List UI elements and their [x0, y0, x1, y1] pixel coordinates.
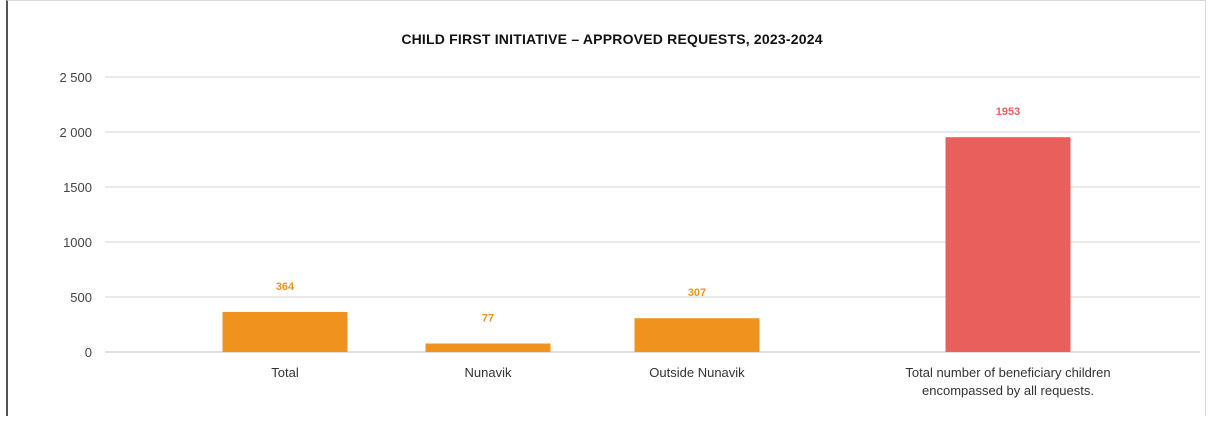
y-tick-label: 2 000 [59, 125, 92, 140]
y-axis-ticks: 0 500 1000 1500 2 000 2 500 [59, 70, 92, 360]
data-label: 307 [688, 287, 706, 299]
category-label: Total number of beneficiary children [905, 365, 1110, 380]
bar [425, 343, 551, 352]
y-tick-label: 500 [70, 290, 92, 305]
category-label: Total [271, 365, 299, 380]
bar [634, 318, 760, 352]
data-label: 77 [482, 313, 494, 325]
bar [222, 311, 348, 352]
data-label: 1953 [996, 106, 1020, 118]
chart-title: CHILD FIRST INITIATIVE – APPROVED REQUES… [401, 31, 822, 47]
y-tick-label: 1500 [63, 180, 92, 195]
category-label: encompassed by all requests. [922, 383, 1094, 398]
data-label: 364 [276, 281, 295, 293]
chart-frame [6, 0, 1206, 416]
category-label: Outside Nunavik [649, 365, 745, 380]
y-tick-label: 2 500 [59, 70, 92, 85]
bar [945, 137, 1071, 352]
category-labels: Total Nunavik Outside Nunavik Total number … [271, 365, 1110, 398]
y-tick-label: 0 [85, 345, 92, 360]
category-label: Nunavik [465, 365, 512, 380]
y-tick-label: 1000 [63, 235, 92, 250]
data-labels: 364 77 307 1953 [276, 106, 1020, 324]
bars [222, 137, 1071, 352]
